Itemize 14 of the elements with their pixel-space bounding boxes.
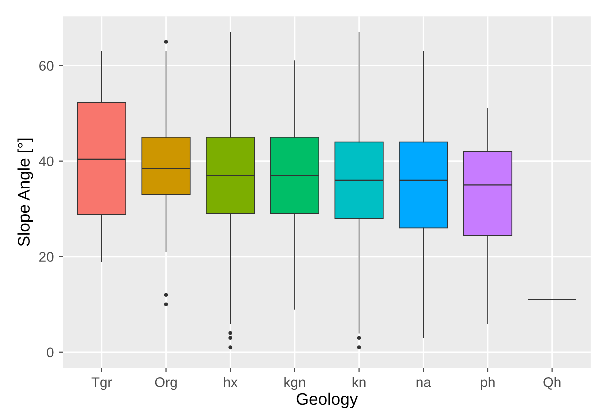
x-tick-label: kgn — [284, 377, 306, 390]
x-tick-label: Qh — [544, 377, 561, 390]
x-tick-label: ph — [481, 377, 495, 390]
x-tick-label: Tgr — [92, 378, 112, 390]
x-tick-label: hx — [224, 377, 238, 388]
x-tick-label: Org — [155, 378, 177, 390]
y-tick-label: 40 — [39, 156, 54, 167]
x-tick-label: kn — [352, 377, 366, 388]
y-tick-label: 20 — [40, 252, 54, 262]
y-tick-label: 60 — [40, 61, 54, 72]
y-tick-label: 0 — [47, 348, 54, 358]
y-axis-title: Slope Angle [°] — [18, 138, 34, 246]
x-axis-title: Geology — [296, 392, 358, 408]
x-tick-label: na — [416, 380, 432, 388]
